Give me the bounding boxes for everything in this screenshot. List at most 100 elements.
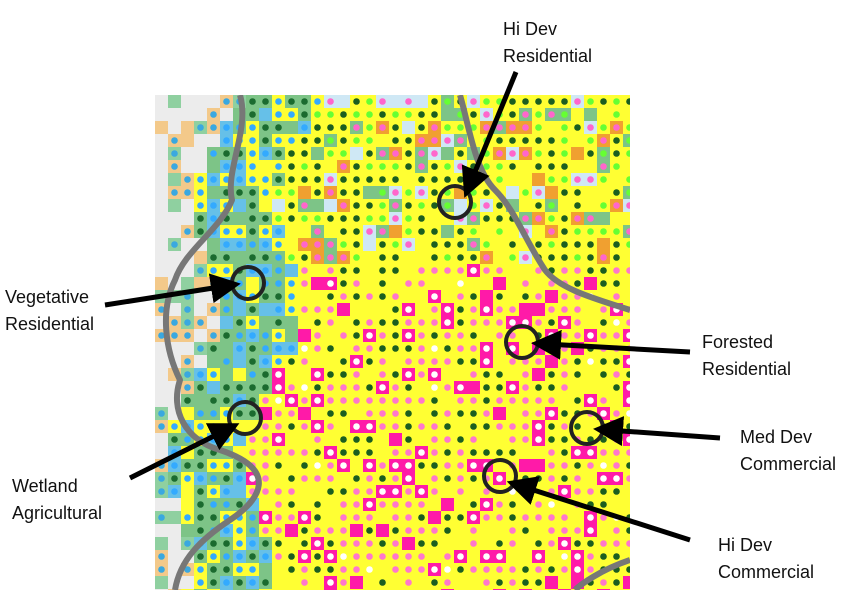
grid-dot <box>483 449 490 456</box>
grid-dot <box>275 501 282 508</box>
grid-dot <box>379 319 386 326</box>
grid-dot <box>561 293 568 300</box>
grid-dot <box>301 345 308 352</box>
grid-cell <box>441 277 454 290</box>
grid-dot <box>483 319 490 326</box>
grid-dot <box>457 436 464 443</box>
grid-dot <box>353 319 360 326</box>
grid-dot <box>470 319 477 326</box>
grid-dot <box>353 475 360 482</box>
grid-cell <box>454 420 467 433</box>
grid-dot <box>392 319 399 326</box>
grid-dot <box>548 566 555 573</box>
grid-dot <box>613 189 620 196</box>
grid-cell <box>272 199 285 212</box>
grid-dot <box>496 566 503 573</box>
grid-dot <box>496 202 503 209</box>
grid-dot <box>366 397 373 404</box>
grid-cell <box>324 329 337 342</box>
grid-dot <box>405 436 412 443</box>
grid-cell <box>285 433 298 446</box>
grid-cell <box>285 576 298 589</box>
grid-dot <box>392 423 399 430</box>
grid-dot <box>340 267 347 274</box>
grid-dot <box>405 501 412 508</box>
grid-dot <box>197 410 204 417</box>
grid-cell <box>272 563 285 576</box>
grid-cell <box>259 199 272 212</box>
grid-dot <box>431 449 438 456</box>
grid-dot <box>223 137 230 144</box>
grid-dot <box>236 345 243 352</box>
grid-dot <box>314 345 321 352</box>
grid-cell <box>233 212 246 225</box>
grid-dot <box>444 163 451 170</box>
grid-dot <box>392 189 399 196</box>
annotation-label: Residential <box>503 46 592 66</box>
grid-dot <box>327 371 334 378</box>
grid-dot <box>301 215 308 222</box>
grid-cell <box>532 589 545 590</box>
grid-cell <box>324 433 337 446</box>
grid-dot <box>613 592 620 599</box>
grid-cell <box>480 329 493 342</box>
grid-cell <box>168 589 181 590</box>
grid-dot <box>327 527 334 534</box>
grid-dot <box>262 462 269 469</box>
grid-dot <box>444 332 451 339</box>
grid-cell <box>428 212 441 225</box>
grid-cell <box>480 225 493 238</box>
grid-dot <box>613 449 620 456</box>
grid-dot <box>184 293 191 300</box>
grid-dot <box>587 397 594 404</box>
grid-dot <box>340 254 347 261</box>
grid-dot <box>236 579 243 586</box>
grid-cell <box>207 589 220 590</box>
grid-dot <box>470 436 477 443</box>
grid-dot <box>249 241 256 248</box>
grid-cell <box>467 589 480 590</box>
grid-dot <box>197 124 204 131</box>
grid-dot <box>561 540 568 547</box>
grid-dot <box>600 397 607 404</box>
grid-dot <box>262 150 269 157</box>
grid-cell <box>584 381 597 394</box>
grid-dot <box>405 319 412 326</box>
grid-cell <box>441 589 454 590</box>
grid-dot <box>496 306 503 313</box>
grid-dot <box>340 137 347 144</box>
grid-dot <box>561 228 568 235</box>
grid-dot <box>327 410 334 417</box>
grid-dot <box>184 358 191 365</box>
grid-cell <box>571 160 584 173</box>
grid-dot <box>327 176 334 183</box>
grid-dot <box>236 176 243 183</box>
grid-dot <box>184 384 191 391</box>
grid-dot <box>223 592 230 599</box>
grid-cell <box>545 576 558 589</box>
grid-dot <box>301 540 308 547</box>
grid-dot <box>197 514 204 521</box>
grid-cell <box>285 238 298 251</box>
grid-dot <box>262 358 269 365</box>
grid-dot <box>613 527 620 534</box>
grid-dot <box>197 228 204 235</box>
grid-cell <box>623 589 630 590</box>
grid-dot <box>353 98 360 105</box>
grid-dot <box>444 202 451 209</box>
grid-dot <box>379 371 386 378</box>
grid-dot <box>314 462 321 469</box>
grid-cell <box>285 459 298 472</box>
grid-dot <box>327 488 334 495</box>
grid-dot <box>535 553 542 560</box>
grid-cell <box>441 394 454 407</box>
grid-dot <box>587 488 594 495</box>
grid-cell <box>597 524 610 537</box>
grid-dot <box>288 566 295 573</box>
grid-dot <box>301 150 308 157</box>
grid-dot <box>249 527 256 534</box>
grid-dot <box>626 189 630 196</box>
grid-cell <box>298 316 311 329</box>
grid-cell <box>441 108 454 121</box>
grid-dot <box>288 475 295 482</box>
